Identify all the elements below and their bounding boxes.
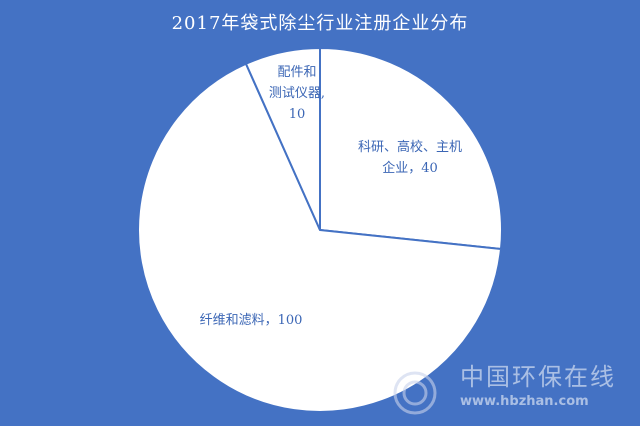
pie-slice-accessories [244, 46, 321, 231]
pie-slice-research [319, 46, 503, 251]
data-label-accessories: 配件和 测试仪器, 10 [264, 62, 330, 125]
data-label-fiber: 纤维和滤料，100 [186, 310, 316, 331]
data-label-research: 科研、高校、主机 企业，40 [348, 137, 472, 179]
data-label-line: 纤维和滤料，100 [199, 313, 303, 328]
data-label-line: 企业，40 [382, 161, 438, 176]
data-label-line: 10 [288, 107, 306, 122]
watermark: 中国环保在线 www.hbzhan.com [460, 357, 616, 409]
pie-slice-fiber [137, 62, 503, 413]
watermark-name: 中国环保在线 [460, 363, 616, 391]
data-label-line: 测试仪器, [268, 86, 326, 101]
chart-title: 2017年袋式除尘行业注册企业分布 [171, 13, 469, 34]
data-label-line: 配件和 [277, 65, 317, 80]
watermark-url: www.hbzhan.com [460, 394, 589, 409]
data-label-line: 科研、高校、主机 [357, 140, 462, 155]
